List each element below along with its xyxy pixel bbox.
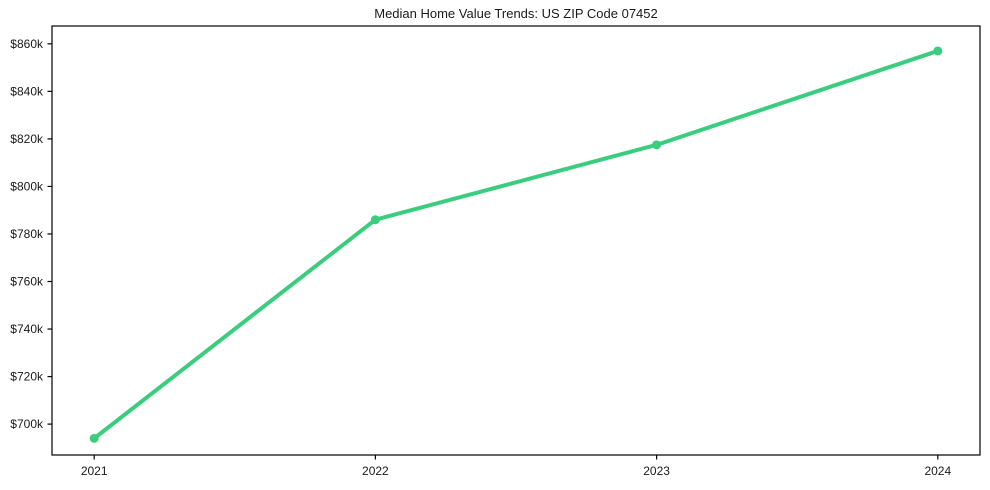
data-point-marker — [933, 46, 943, 56]
data-point-marker — [370, 215, 380, 225]
y-tick-label: $700k — [10, 417, 44, 431]
data-line — [92, 48, 940, 441]
y-tick-label: $720k — [10, 370, 44, 384]
y-tick-label: $800k — [10, 179, 44, 193]
x-tick-label: 2024 — [924, 464, 951, 478]
data-point-marker — [89, 433, 99, 443]
chart-title: Median Home Value Trends: US ZIP Code 07… — [374, 6, 658, 21]
y-tick-label: $760k — [10, 274, 44, 288]
x-tick-label: 2022 — [362, 464, 389, 478]
y-tick-label: $840k — [10, 84, 44, 98]
y-tick-label: $820k — [10, 132, 44, 146]
plot-border — [51, 25, 981, 456]
x-tick-label: 2021 — [81, 464, 108, 478]
y-tick-label: $860k — [10, 37, 44, 51]
data-point-marker — [652, 140, 662, 150]
x-tick-label: 2023 — [643, 464, 670, 478]
y-tick-label: $780k — [10, 227, 44, 241]
y-tick-label: $740k — [10, 322, 44, 336]
